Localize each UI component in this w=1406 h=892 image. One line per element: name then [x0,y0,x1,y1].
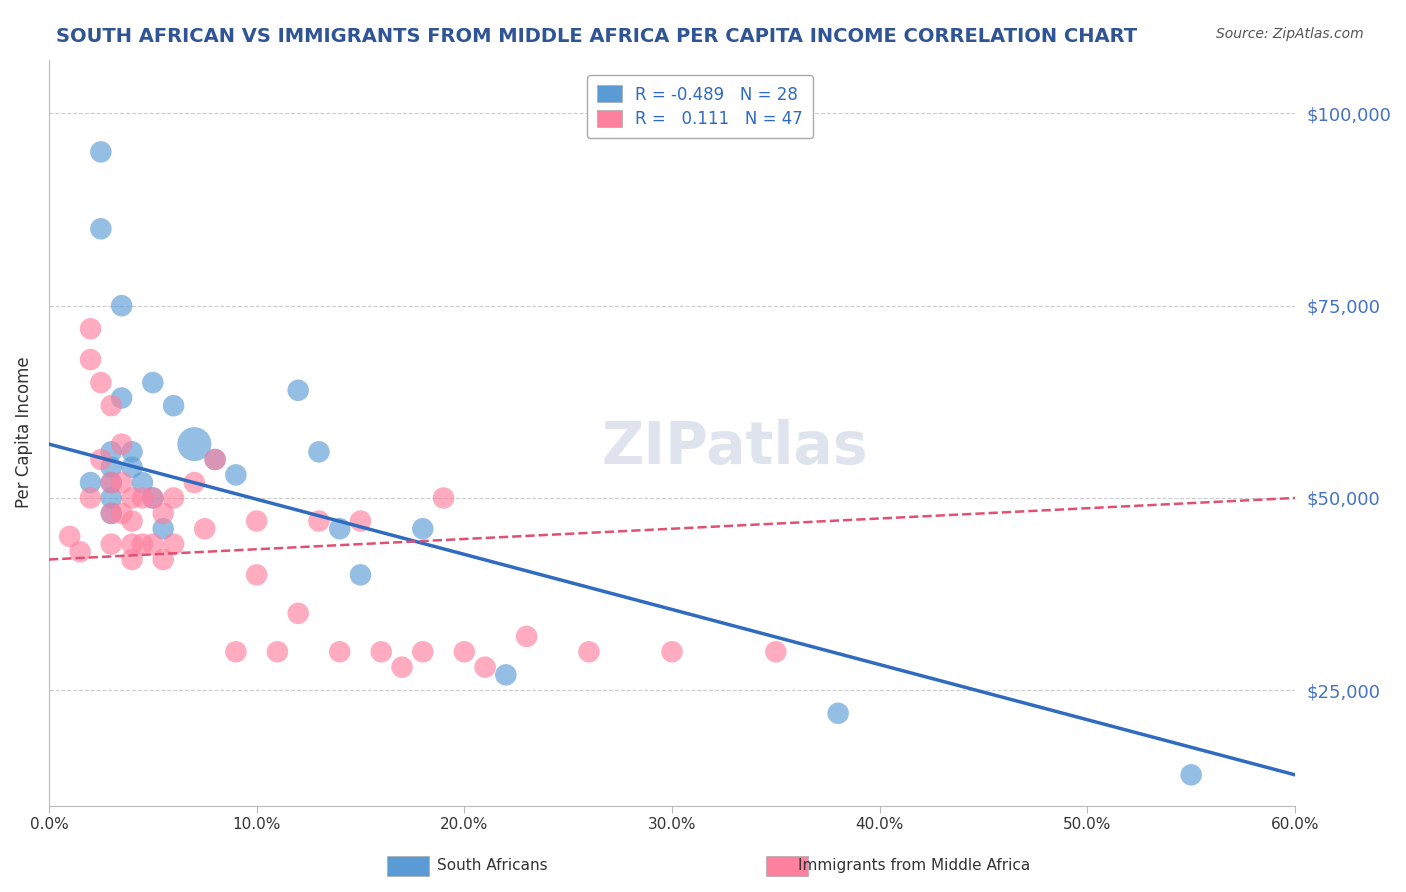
Point [111,507,134,521]
Point [453,645,475,659]
Point [142,491,165,505]
Point [152,552,174,566]
Point [162,491,184,505]
Point [225,645,247,659]
Point [100,537,122,551]
Point [121,537,143,551]
Point [578,645,600,659]
Point [142,537,165,551]
Point [516,629,538,643]
Point [131,491,153,505]
Point [162,537,184,551]
Point [100,475,122,490]
Point [90,452,112,467]
Point [111,299,134,313]
Point [474,660,496,674]
Point [121,445,143,459]
Text: Immigrants from Middle Africa: Immigrants from Middle Africa [797,858,1031,872]
Text: Source: ZipAtlas.com: Source: ZipAtlas.com [1216,27,1364,41]
Point [1180,768,1202,782]
Point [349,567,371,582]
Point [432,491,454,505]
Text: ZIPatlas: ZIPatlas [600,419,868,476]
Point [308,445,330,459]
Point [79,475,101,490]
Point [329,522,352,536]
Point [142,491,165,505]
Point [308,514,330,528]
Point [111,475,134,490]
Point [412,522,434,536]
Point [131,537,153,551]
Text: SOUTH AFRICAN VS IMMIGRANTS FROM MIDDLE AFRICA PER CAPITA INCOME CORRELATION CHA: SOUTH AFRICAN VS IMMIGRANTS FROM MIDDLE … [56,27,1137,45]
Point [131,475,153,490]
Point [121,552,143,566]
Point [266,645,288,659]
Point [79,352,101,367]
Point [100,507,122,521]
Point [329,645,352,659]
Point [349,514,371,528]
Point [246,514,269,528]
Point [370,645,392,659]
Point [111,391,134,405]
Point [287,607,309,621]
Point [90,221,112,235]
Point [162,399,184,413]
Point [827,706,849,721]
Point [142,376,165,390]
Point [121,460,143,475]
Point [100,399,122,413]
Text: South Africans: South Africans [437,858,547,872]
Point [661,645,683,659]
Point [246,567,269,582]
Legend: R = -0.489   N = 28, R =   0.111   N = 47: R = -0.489 N = 28, R = 0.111 N = 47 [588,76,813,138]
Point [152,522,174,536]
Point [69,545,91,559]
Point [183,475,205,490]
Point [79,322,101,336]
Point [59,529,82,543]
Point [495,668,517,682]
Y-axis label: Per Capita Income: Per Capita Income [15,357,32,508]
Point [100,475,122,490]
Point [100,460,122,475]
Point [111,437,134,451]
Point [183,437,205,451]
Point [121,514,143,528]
Point [90,145,112,159]
Point [100,491,122,505]
Point [121,491,143,505]
Point [194,522,217,536]
Point [225,467,247,482]
Point [79,491,101,505]
Point [204,452,226,467]
Point [287,384,309,398]
Point [100,445,122,459]
Point [204,452,226,467]
Point [152,507,174,521]
Point [765,645,787,659]
Point [391,660,413,674]
Point [90,376,112,390]
Point [100,507,122,521]
Point [412,645,434,659]
